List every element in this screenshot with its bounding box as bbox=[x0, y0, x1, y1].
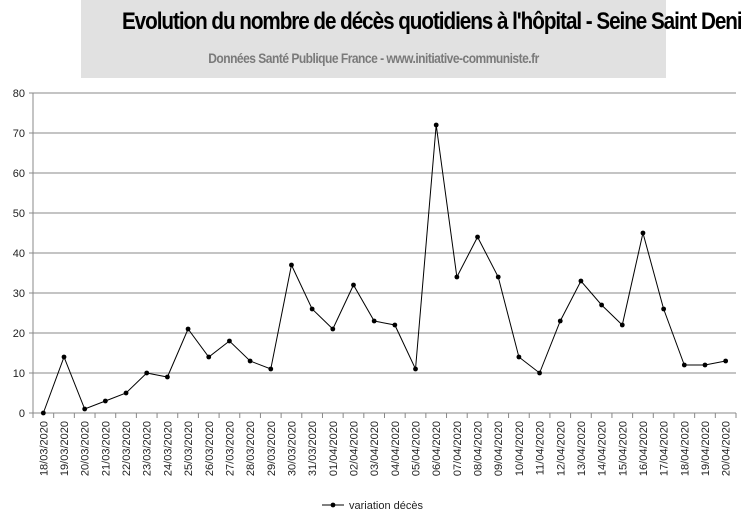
x-tick-label: 29/03/2020 bbox=[266, 421, 278, 476]
x-tick-label: 08/04/2020 bbox=[473, 421, 485, 476]
data-point bbox=[102, 398, 108, 404]
y-tick-label: 50 bbox=[13, 208, 25, 220]
data-point bbox=[61, 354, 67, 360]
x-tick-label: 14/04/2020 bbox=[597, 421, 609, 476]
y-tick-label: 0 bbox=[19, 408, 25, 420]
data-point bbox=[371, 318, 377, 324]
legend-label: variation décès bbox=[349, 500, 423, 512]
data-point bbox=[454, 274, 460, 280]
data-point bbox=[268, 366, 274, 372]
data-point bbox=[599, 302, 605, 308]
legend-marker bbox=[330, 502, 336, 508]
x-tick-label: 06/04/2020 bbox=[431, 421, 443, 476]
x-tick-label: 01/04/2020 bbox=[328, 421, 340, 476]
x-tick-label: 13/04/2020 bbox=[576, 421, 588, 476]
x-tick-label: 27/03/2020 bbox=[224, 421, 236, 476]
y-tick-label: 10 bbox=[13, 368, 25, 380]
data-point bbox=[309, 306, 315, 312]
x-tick-label: 25/03/2020 bbox=[183, 421, 195, 476]
data-point bbox=[144, 370, 150, 376]
x-tick-label: 30/03/2020 bbox=[286, 421, 298, 476]
y-tick-label: 30 bbox=[13, 288, 25, 300]
x-tick-label: 22/03/2020 bbox=[121, 421, 133, 476]
x-tick-label: 16/04/2020 bbox=[638, 421, 650, 476]
x-tick-label: 11/04/2020 bbox=[535, 421, 547, 475]
data-point bbox=[330, 326, 336, 332]
x-tick-label: 23/03/2020 bbox=[142, 421, 154, 476]
data-point bbox=[537, 370, 542, 376]
data-point bbox=[681, 362, 687, 368]
data-point bbox=[557, 318, 563, 324]
chart-header: Evolution du nombre de décès quotidiens … bbox=[81, 0, 741, 78]
x-tick-label: 02/04/2020 bbox=[348, 421, 360, 476]
y-tick-label: 60 bbox=[13, 168, 25, 180]
data-point bbox=[640, 230, 646, 236]
data-point bbox=[578, 278, 584, 284]
data-point bbox=[661, 306, 667, 312]
data-point bbox=[433, 122, 439, 128]
x-tick-label: 19/03/2020 bbox=[59, 421, 71, 476]
x-tick-label: 21/03/2020 bbox=[100, 421, 112, 476]
x-tick-label: 24/03/2020 bbox=[162, 421, 174, 476]
data-point bbox=[723, 358, 729, 364]
data-point bbox=[351, 282, 356, 288]
data-point bbox=[82, 406, 88, 412]
x-tick-label: 03/04/2020 bbox=[369, 421, 381, 476]
x-axis-ticks: 18/03/2020 19/03/2020 20/03/2020 21/03/2020… bbox=[32, 413, 737, 476]
x-tick-label: 20/04/2020 bbox=[721, 421, 733, 476]
data-point bbox=[123, 390, 129, 396]
y-tick-label: 80 bbox=[13, 88, 25, 100]
data-point bbox=[392, 322, 398, 328]
x-tick-label: 10/04/2020 bbox=[514, 421, 526, 476]
y-axis-ticks: 0 10 20 30 40 50 60 70 80 bbox=[13, 88, 33, 420]
data-point bbox=[206, 354, 212, 360]
x-tick-label: 09/04/2020 bbox=[493, 421, 505, 476]
data-point bbox=[40, 410, 46, 416]
data-point bbox=[495, 274, 501, 280]
x-tick-label: 15/04/2020 bbox=[617, 421, 629, 476]
x-tick-label: 20/03/2020 bbox=[80, 421, 92, 476]
x-tick-label: 28/03/2020 bbox=[245, 421, 257, 476]
x-tick-label: 07/04/2020 bbox=[452, 421, 464, 476]
y-tick-label: 70 bbox=[13, 128, 25, 140]
data-point bbox=[164, 374, 170, 380]
x-tick-label: 31/03/2020 bbox=[307, 421, 319, 476]
x-tick-label: 04/04/2020 bbox=[390, 421, 402, 476]
data-point bbox=[185, 326, 191, 332]
data-point bbox=[702, 362, 708, 368]
x-tick-label: 05/04/2020 bbox=[411, 421, 423, 476]
chart-subtitle: Données Santé Publique France - www.init… bbox=[208, 50, 539, 66]
x-tick-label: 17/04/2020 bbox=[659, 421, 671, 476]
data-point bbox=[413, 366, 418, 372]
data-point bbox=[516, 354, 522, 360]
data-point bbox=[247, 358, 253, 364]
x-tick-label: 19/04/2020 bbox=[700, 421, 712, 476]
data-point bbox=[619, 322, 625, 328]
gridlines bbox=[33, 92, 736, 414]
y-tick-label: 20 bbox=[13, 328, 25, 340]
x-tick-label: 12/04/2020 bbox=[555, 421, 567, 476]
data-point bbox=[475, 234, 480, 240]
data-point bbox=[289, 262, 294, 268]
x-tick-label: 18/04/2020 bbox=[679, 421, 691, 476]
legend: variation décès bbox=[322, 500, 423, 512]
series-line bbox=[42, 124, 726, 414]
x-tick-label: 18/03/2020 bbox=[38, 421, 50, 476]
series-group bbox=[40, 122, 729, 416]
x-tick-label: 26/03/2020 bbox=[204, 421, 216, 476]
data-point bbox=[227, 338, 232, 344]
y-tick-label: 40 bbox=[13, 248, 25, 260]
